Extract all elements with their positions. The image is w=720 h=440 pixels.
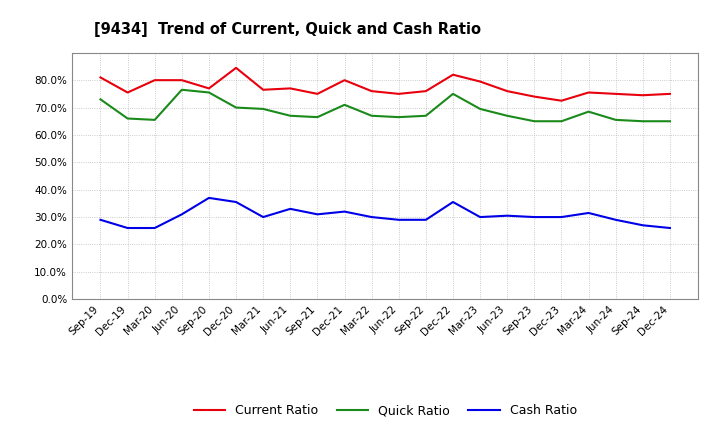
Cash Ratio <box>639 223 647 228</box>
Quick Ratio <box>232 105 240 110</box>
Cash Ratio <box>449 199 457 205</box>
Quick Ratio <box>150 117 159 122</box>
Current Ratio <box>395 91 403 96</box>
Current Ratio <box>259 87 268 92</box>
Line: Current Ratio: Current Ratio <box>101 68 670 101</box>
Quick Ratio <box>204 90 213 95</box>
Quick Ratio <box>96 97 105 102</box>
Quick Ratio <box>178 87 186 92</box>
Quick Ratio <box>476 106 485 112</box>
Cash Ratio <box>232 199 240 205</box>
Text: [9434]  Trend of Current, Quick and Cash Ratio: [9434] Trend of Current, Quick and Cash … <box>94 22 481 37</box>
Current Ratio <box>341 77 349 83</box>
Quick Ratio <box>530 119 539 124</box>
Current Ratio <box>313 91 322 96</box>
Cash Ratio <box>341 209 349 214</box>
Cash Ratio <box>395 217 403 223</box>
Cash Ratio <box>178 212 186 217</box>
Quick Ratio <box>639 119 647 124</box>
Current Ratio <box>557 98 566 103</box>
Quick Ratio <box>611 117 620 122</box>
Cash Ratio <box>367 214 376 220</box>
Current Ratio <box>367 88 376 94</box>
Cash Ratio <box>286 206 294 212</box>
Current Ratio <box>530 94 539 99</box>
Quick Ratio <box>259 106 268 112</box>
Quick Ratio <box>286 113 294 118</box>
Cash Ratio <box>123 225 132 231</box>
Cash Ratio <box>584 210 593 216</box>
Cash Ratio <box>476 214 485 220</box>
Quick Ratio <box>395 114 403 120</box>
Current Ratio <box>584 90 593 95</box>
Quick Ratio <box>557 119 566 124</box>
Cash Ratio <box>259 214 268 220</box>
Legend: Current Ratio, Quick Ratio, Cash Ratio: Current Ratio, Quick Ratio, Cash Ratio <box>189 399 582 422</box>
Current Ratio <box>665 91 674 96</box>
Quick Ratio <box>421 113 430 118</box>
Line: Cash Ratio: Cash Ratio <box>101 198 670 228</box>
Quick Ratio <box>367 113 376 118</box>
Line: Quick Ratio: Quick Ratio <box>101 90 670 121</box>
Current Ratio <box>123 90 132 95</box>
Quick Ratio <box>313 114 322 120</box>
Quick Ratio <box>341 102 349 107</box>
Cash Ratio <box>204 195 213 201</box>
Current Ratio <box>286 86 294 91</box>
Current Ratio <box>232 65 240 70</box>
Current Ratio <box>639 92 647 98</box>
Quick Ratio <box>584 109 593 114</box>
Cash Ratio <box>96 217 105 223</box>
Cash Ratio <box>557 214 566 220</box>
Cash Ratio <box>611 217 620 223</box>
Quick Ratio <box>449 91 457 96</box>
Cash Ratio <box>665 225 674 231</box>
Current Ratio <box>611 91 620 96</box>
Current Ratio <box>204 86 213 91</box>
Current Ratio <box>476 79 485 84</box>
Current Ratio <box>178 77 186 83</box>
Quick Ratio <box>123 116 132 121</box>
Cash Ratio <box>503 213 511 218</box>
Cash Ratio <box>421 217 430 223</box>
Quick Ratio <box>503 113 511 118</box>
Cash Ratio <box>530 214 539 220</box>
Current Ratio <box>150 77 159 83</box>
Cash Ratio <box>150 225 159 231</box>
Current Ratio <box>503 88 511 94</box>
Current Ratio <box>449 72 457 77</box>
Current Ratio <box>421 88 430 94</box>
Cash Ratio <box>313 212 322 217</box>
Quick Ratio <box>665 119 674 124</box>
Current Ratio <box>96 75 105 80</box>
